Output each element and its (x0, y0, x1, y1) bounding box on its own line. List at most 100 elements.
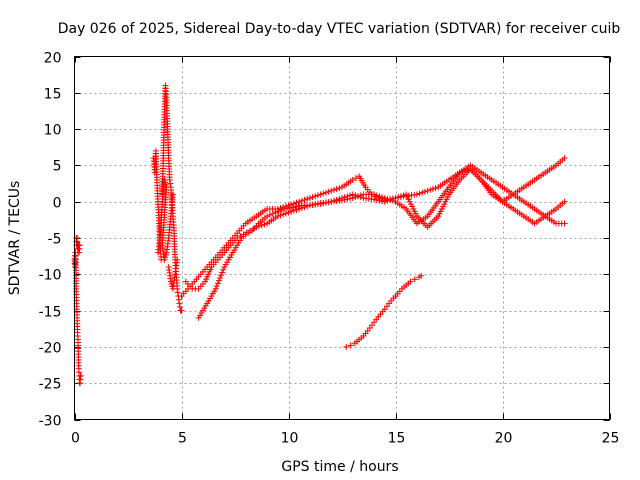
x-tick-labels: 0 5 10 15 20 25 (71, 431, 619, 447)
data-point (314, 192, 321, 199)
data-point (301, 196, 308, 203)
data-point (272, 209, 279, 216)
data-point (357, 192, 364, 199)
data-point (292, 203, 299, 210)
data-point (347, 342, 354, 349)
y-tick-label: -25 (39, 377, 62, 393)
data-point (561, 155, 568, 162)
data-point (304, 195, 311, 202)
data-point (322, 199, 329, 206)
data-point (400, 192, 407, 199)
data-point (290, 207, 297, 214)
data-point (312, 193, 319, 200)
data-point (418, 272, 425, 279)
data-point (174, 289, 181, 296)
data-point (328, 187, 335, 194)
data-point (288, 201, 295, 208)
y-tick-label: 15 (44, 87, 62, 103)
data-point (421, 188, 428, 195)
data-point (317, 200, 324, 207)
data-point (269, 210, 276, 217)
data-point (352, 194, 359, 201)
x-axis-label: GPS time / hours (281, 459, 398, 475)
data-point (298, 197, 305, 204)
data-point (424, 187, 431, 194)
data-point (218, 272, 225, 279)
data-point (296, 205, 303, 212)
data-point (341, 196, 348, 203)
y-tick-label: -30 (39, 414, 62, 430)
y-tick-label: -5 (48, 232, 62, 248)
series-arc-early-spike (71, 235, 84, 387)
data-point (275, 208, 282, 215)
x-tick-label: 15 (388, 431, 406, 447)
data-point (289, 204, 296, 211)
x-tick-label: 10 (281, 431, 299, 447)
y-tick-label: -20 (39, 341, 62, 357)
data-point (429, 185, 436, 192)
data-point (178, 307, 185, 314)
data-point (169, 191, 176, 198)
data-point (379, 194, 386, 201)
data-point (309, 194, 316, 201)
data-point (322, 189, 329, 196)
data-point (349, 195, 356, 202)
data-point (397, 193, 404, 200)
series-arc-long-c (195, 162, 568, 321)
y-tick-label: 5 (53, 159, 62, 175)
data-point (419, 189, 426, 196)
grid-lines (74, 56, 610, 420)
data-point (261, 221, 268, 228)
data-point (344, 196, 351, 203)
data-point (245, 229, 252, 236)
data-point (282, 210, 289, 217)
series-arc-afternoon (343, 272, 425, 350)
data-point (317, 191, 324, 198)
data-point (217, 274, 224, 281)
axis-ticks (74, 56, 611, 421)
data-point (320, 200, 327, 207)
data-point (285, 202, 292, 209)
plot-frame (74, 56, 610, 420)
data-point (76, 242, 83, 249)
data-point (264, 213, 271, 220)
y-tick-label: -10 (39, 268, 62, 284)
data-point (274, 213, 281, 220)
data-point (293, 206, 300, 213)
x-tick-label: 0 (71, 431, 80, 447)
series-arc-morning-spread (150, 82, 185, 314)
data-point (371, 191, 378, 198)
data-point (411, 276, 418, 283)
data-point (371, 196, 378, 203)
data-point (432, 185, 439, 192)
data-point (242, 231, 249, 238)
data-point (77, 372, 84, 379)
data-point (220, 266, 227, 273)
data-point (176, 300, 183, 307)
data-point (333, 185, 340, 192)
data-point (280, 211, 287, 218)
data-point (325, 188, 332, 195)
data-point (214, 280, 221, 287)
data-point (296, 198, 303, 205)
data-point (295, 203, 302, 210)
data-point (343, 343, 350, 350)
data-point (384, 195, 391, 202)
data-point (349, 176, 356, 183)
data-point (561, 198, 568, 205)
data-point (175, 296, 182, 303)
data-point (373, 192, 380, 199)
data-point (266, 212, 273, 219)
y-tick-label: 10 (44, 123, 62, 139)
data-point (427, 186, 434, 193)
data-point (336, 185, 343, 192)
data-points (71, 82, 568, 387)
data-point (413, 191, 420, 198)
y-tick-label: -15 (39, 305, 62, 321)
x-tick-label: 5 (178, 431, 187, 447)
data-point (293, 199, 300, 206)
data-point (320, 190, 327, 197)
data-point (176, 303, 183, 310)
data-point (219, 269, 226, 276)
